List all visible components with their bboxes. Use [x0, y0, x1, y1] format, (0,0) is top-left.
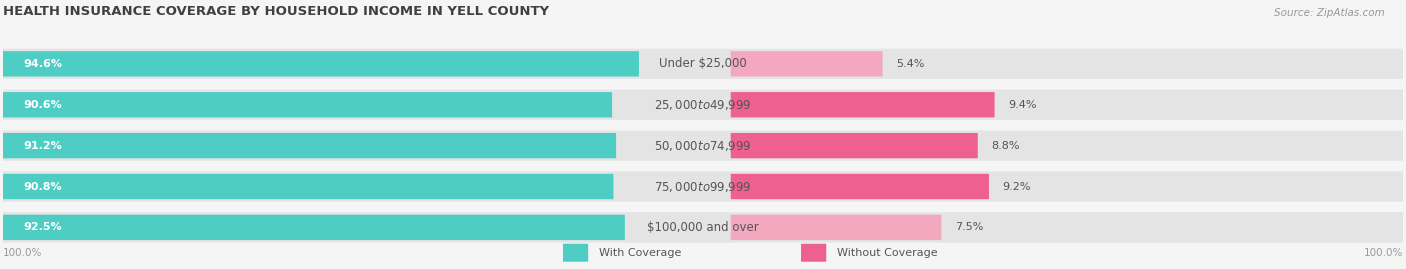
Text: 92.5%: 92.5% — [24, 222, 62, 232]
Text: 91.2%: 91.2% — [24, 141, 62, 151]
Text: $50,000 to $74,999: $50,000 to $74,999 — [654, 139, 752, 153]
FancyBboxPatch shape — [3, 171, 1403, 202]
Text: 8.8%: 8.8% — [991, 141, 1019, 151]
Text: Source: ZipAtlas.com: Source: ZipAtlas.com — [1274, 8, 1385, 18]
Text: $100,000 and over: $100,000 and over — [647, 221, 759, 234]
FancyBboxPatch shape — [3, 51, 638, 77]
FancyBboxPatch shape — [731, 174, 988, 199]
Text: HEALTH INSURANCE COVERAGE BY HOUSEHOLD INCOME IN YELL COUNTY: HEALTH INSURANCE COVERAGE BY HOUSEHOLD I… — [3, 5, 548, 18]
FancyBboxPatch shape — [731, 215, 942, 240]
Text: 9.4%: 9.4% — [1008, 100, 1036, 110]
FancyBboxPatch shape — [3, 174, 613, 199]
Text: With Coverage: With Coverage — [599, 248, 682, 258]
FancyBboxPatch shape — [562, 244, 588, 262]
Text: 94.6%: 94.6% — [24, 59, 63, 69]
FancyBboxPatch shape — [3, 212, 1403, 243]
FancyBboxPatch shape — [3, 90, 1403, 120]
Text: Under $25,000: Under $25,000 — [659, 57, 747, 70]
FancyBboxPatch shape — [3, 130, 1403, 161]
Text: 100.0%: 100.0% — [3, 248, 42, 258]
FancyBboxPatch shape — [3, 133, 616, 158]
FancyBboxPatch shape — [801, 244, 827, 262]
FancyBboxPatch shape — [3, 49, 1403, 79]
FancyBboxPatch shape — [3, 92, 612, 118]
FancyBboxPatch shape — [3, 215, 624, 240]
Text: Without Coverage: Without Coverage — [838, 248, 938, 258]
Text: 7.5%: 7.5% — [955, 222, 983, 232]
Text: 90.6%: 90.6% — [24, 100, 62, 110]
Text: $75,000 to $99,999: $75,000 to $99,999 — [654, 179, 752, 193]
Text: $25,000 to $49,999: $25,000 to $49,999 — [654, 98, 752, 112]
FancyBboxPatch shape — [731, 92, 994, 118]
Text: 9.2%: 9.2% — [1002, 182, 1031, 192]
FancyBboxPatch shape — [731, 51, 883, 77]
Text: 100.0%: 100.0% — [1364, 248, 1403, 258]
Text: 90.8%: 90.8% — [24, 182, 62, 192]
FancyBboxPatch shape — [731, 133, 977, 158]
Text: 5.4%: 5.4% — [896, 59, 925, 69]
